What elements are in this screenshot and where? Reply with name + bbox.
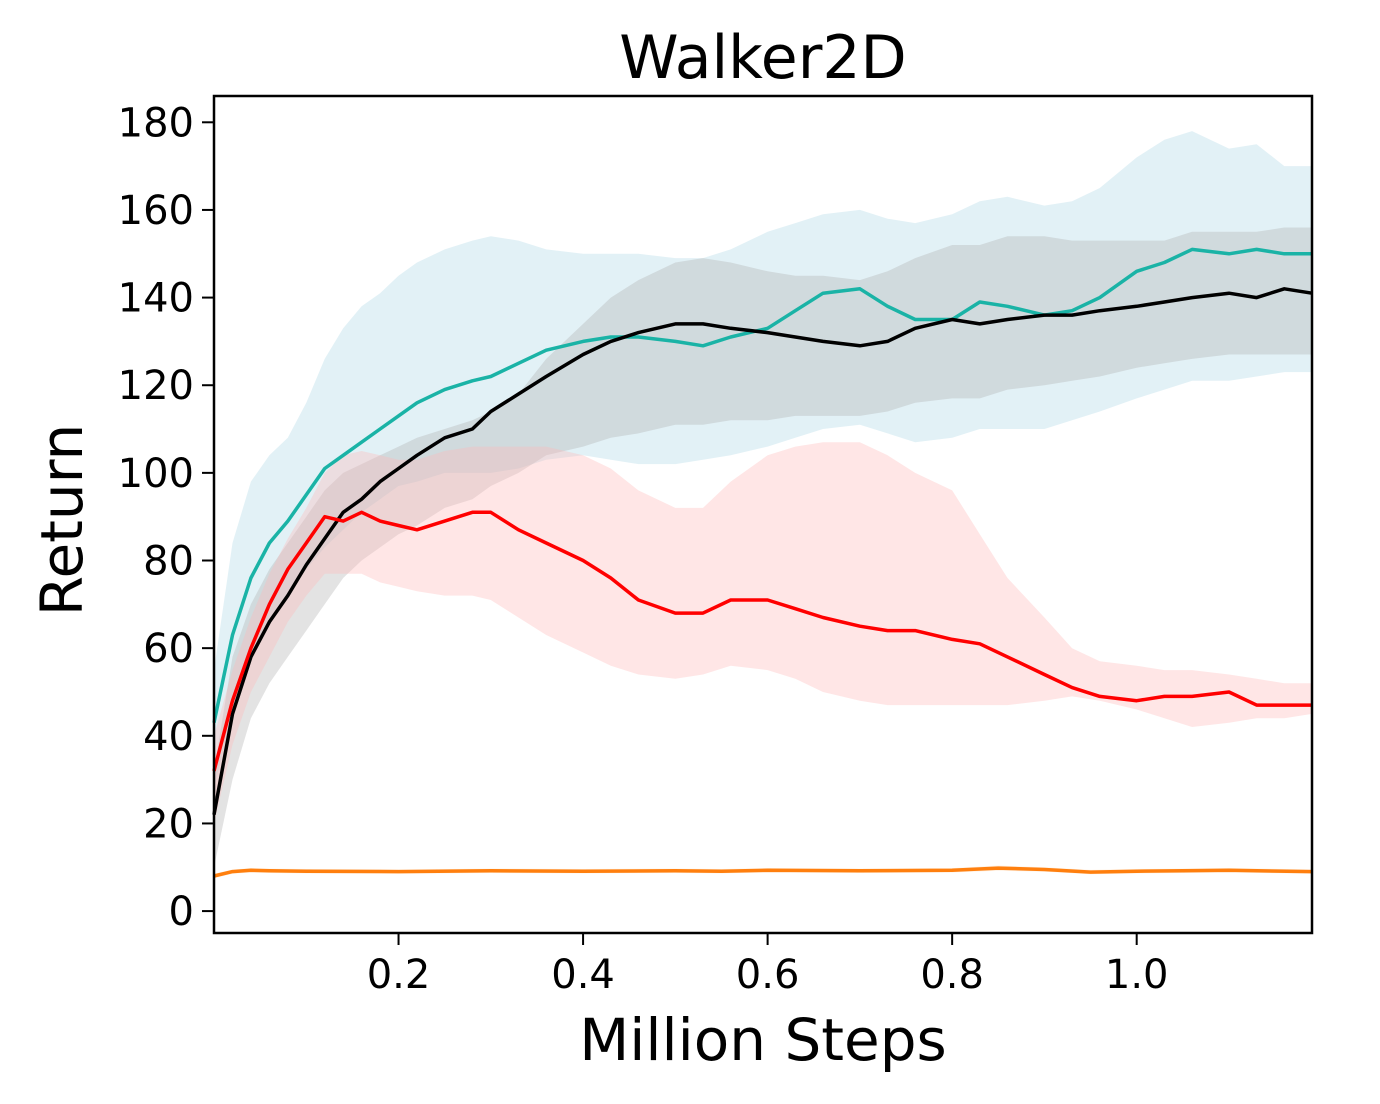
x-tick-label: 0.8 <box>920 952 984 998</box>
x-axis: 0.2 0.4 0.6 0.8 1.0 <box>367 933 1169 998</box>
series-2-band <box>214 227 1312 868</box>
y-tick-label: 120 <box>118 363 194 409</box>
y-axis-label: Return <box>28 424 96 616</box>
confidence-bands <box>214 131 1312 879</box>
series-lines <box>212 247 1313 878</box>
y-tick-label: 60 <box>143 626 194 672</box>
series-4-line <box>213 866 1313 878</box>
series-3-band <box>214 442 1312 824</box>
series-2-line <box>212 287 1313 816</box>
series-1-band <box>214 131 1312 789</box>
y-tick-label: 20 <box>143 801 194 847</box>
x-tick-label: 1.0 <box>1105 952 1169 998</box>
y-tick-label: 180 <box>118 100 194 146</box>
plot-frame <box>212 94 1314 935</box>
x-axis-label: Million Steps <box>579 1006 946 1074</box>
x-tick-label: 0.4 <box>551 952 615 998</box>
chart-title: Walker2D <box>619 23 907 93</box>
series-3-line <box>212 510 1312 772</box>
y-tick-label: 160 <box>118 188 194 234</box>
x-tick-label: 0.6 <box>736 952 800 998</box>
y-tick-label: 80 <box>143 539 194 585</box>
y-tick-label: 140 <box>118 276 194 322</box>
y-tick-label: 0 <box>169 889 194 935</box>
y-axis: 0 20 40 60 80 100 120 140 160 180 <box>118 100 214 935</box>
x-tick-label: 0.2 <box>367 952 431 998</box>
y-tick-label: 100 <box>118 451 194 497</box>
y-tick-label: 40 <box>143 714 194 760</box>
series-1-line <box>212 247 1312 724</box>
